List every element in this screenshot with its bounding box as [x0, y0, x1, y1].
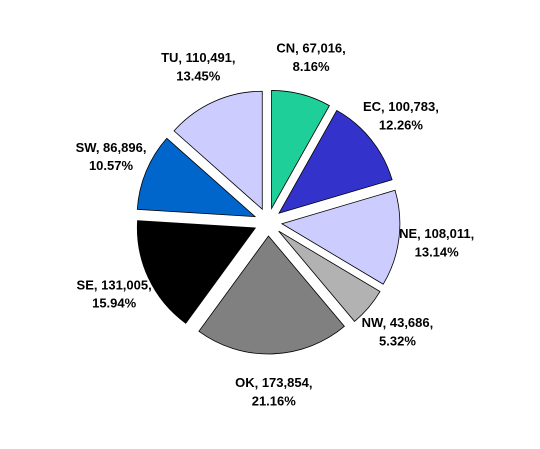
- slice-label: NW, 43,686,: [362, 316, 434, 331]
- slice-label: OK, 173,854,: [235, 375, 312, 390]
- value-label: 86,896: [103, 140, 143, 155]
- value-label: 110,491: [186, 50, 232, 65]
- category-label: CN: [276, 41, 295, 56]
- percent-label: 21.16%: [252, 393, 297, 408]
- pie-slice: [280, 189, 401, 285]
- value-label: 173,854: [262, 375, 310, 390]
- value-label: 100,783: [388, 99, 435, 114]
- slice-label: SW, 86,896,: [76, 140, 147, 155]
- value-label: 67,016: [302, 41, 342, 56]
- value-label: 131,005: [101, 278, 148, 293]
- pie-slice: [198, 235, 345, 355]
- pie-slice: [278, 109, 393, 214]
- percent-label: 8.16%: [293, 59, 330, 74]
- value-label: 108,011: [424, 227, 470, 242]
- slice-label: CN, 67,016,: [276, 41, 345, 56]
- percent-label: 12.26%: [379, 117, 424, 132]
- pie-slice: [136, 220, 257, 324]
- category-label: SE: [77, 278, 95, 293]
- pie-slice: [271, 90, 330, 210]
- slice-label: EC, 100,783,: [363, 99, 439, 114]
- percent-label: 10.57%: [89, 158, 134, 173]
- category-label: OK: [235, 375, 255, 390]
- category-label: TU: [161, 50, 178, 65]
- pie-slice: [278, 230, 381, 322]
- category-label: EC: [363, 99, 382, 114]
- slice-label: SE, 131,005,: [77, 278, 152, 293]
- percent-label: 15.94%: [92, 296, 137, 311]
- slice-label: TU, 110,491,: [161, 50, 235, 65]
- category-label: SW: [76, 140, 98, 155]
- pie-slice: [136, 137, 257, 218]
- percent-label: 13.14%: [415, 245, 460, 260]
- category-label: NE: [399, 227, 417, 242]
- category-label: NW: [362, 316, 384, 331]
- percent-label: 5.32%: [379, 334, 416, 349]
- value-label: 43,686: [390, 316, 430, 331]
- slice-label: NE, 108,011,: [399, 227, 474, 242]
- percent-label: 13.45%: [176, 68, 221, 83]
- pie-slice: [173, 90, 263, 211]
